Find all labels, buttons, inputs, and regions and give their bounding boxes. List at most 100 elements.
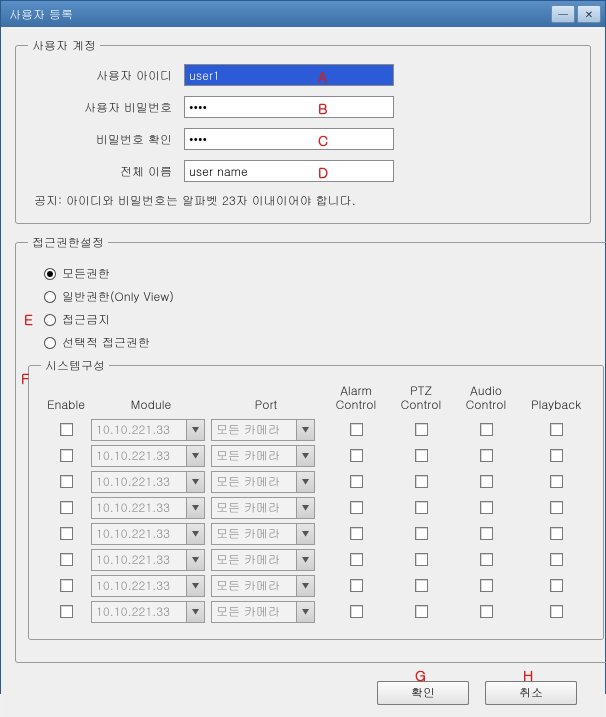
radio-option[interactable]: 접근금지 [44, 311, 604, 328]
module-combo[interactable]: 10.10.221.33▼ [91, 419, 205, 441]
chevron-down-icon: ▼ [296, 524, 314, 544]
module-combo[interactable]: 10.10.221.33▼ [91, 445, 205, 467]
module-value: 10.10.221.33 [92, 499, 186, 516]
audio-checkbox[interactable] [480, 475, 493, 488]
playback-checkbox[interactable] [550, 527, 563, 540]
system-row: 10.10.221.33▼ 모든 카메라▼ [41, 549, 591, 571]
enable-checkbox[interactable] [60, 553, 73, 566]
audio-checkbox[interactable] [480, 605, 493, 618]
port-value: 모든 카메라 [212, 603, 296, 620]
radio-option[interactable]: 일반권한(Only View) [44, 288, 604, 305]
field-label: 사용자 비밀번호 [28, 99, 184, 116]
text-input[interactable]: •••• [184, 96, 394, 118]
module-combo[interactable]: 10.10.221.33▼ [91, 575, 205, 597]
port-combo[interactable]: 모든 카메라▼ [211, 601, 315, 623]
header-alarm: Alarm Control [321, 384, 391, 413]
ptz-checkbox[interactable] [415, 553, 428, 566]
alarm-checkbox[interactable] [350, 605, 363, 618]
alarm-checkbox[interactable] [350, 475, 363, 488]
port-combo[interactable]: 모든 카메라▼ [211, 549, 315, 571]
ok-button[interactable]: 확인 [377, 681, 469, 705]
playback-checkbox[interactable] [550, 501, 563, 514]
enable-checkbox[interactable] [60, 579, 73, 592]
chevron-down-icon: ▼ [186, 420, 204, 440]
alarm-checkbox[interactable] [350, 501, 363, 514]
module-value: 10.10.221.33 [92, 473, 186, 490]
enable-checkbox[interactable] [60, 475, 73, 488]
radio-option[interactable]: 선택적 접근권한 [44, 334, 604, 351]
close-button[interactable]: ✕ [577, 5, 601, 23]
port-combo[interactable]: 모든 카메라▼ [211, 419, 315, 441]
port-combo[interactable]: 모든 카메라▼ [211, 523, 315, 545]
enable-checkbox[interactable] [60, 423, 73, 436]
client-area: 사용자 계정 사용자 아이디user1A사용자 비밀번호••••B비밀번호 확인… [1, 27, 605, 717]
chevron-down-icon: ▼ [186, 602, 204, 622]
module-combo[interactable]: 10.10.221.33▼ [91, 523, 205, 545]
radio-label: 일반권한(Only View) [62, 288, 174, 305]
text-input[interactable]: user name [184, 160, 394, 182]
account-fieldset: 사용자 계정 사용자 아이디user1A사용자 비밀번호••••B비밀번호 확인… [15, 37, 591, 224]
ptz-checkbox[interactable] [415, 527, 428, 540]
ptz-checkbox[interactable] [415, 605, 428, 618]
port-combo[interactable]: 모든 카메라▼ [211, 497, 315, 519]
module-combo[interactable]: 10.10.221.33▼ [91, 549, 205, 571]
port-combo[interactable]: 모든 카메라▼ [211, 445, 315, 467]
chevron-down-icon: ▼ [296, 602, 314, 622]
minimize-button[interactable]: — [551, 5, 575, 23]
system-fieldset: 시스템구성 F Enable Module Port Alarm Control… [28, 357, 604, 640]
module-value: 10.10.221.33 [92, 447, 186, 464]
header-port: Port [211, 398, 321, 412]
enable-checkbox[interactable] [60, 501, 73, 514]
cancel-button[interactable]: 취소 [485, 681, 577, 705]
module-combo[interactable]: 10.10.221.33▼ [91, 601, 205, 623]
chevron-down-icon: ▼ [186, 524, 204, 544]
playback-checkbox[interactable] [550, 553, 563, 566]
module-combo[interactable]: 10.10.221.33▼ [91, 471, 205, 493]
chevron-down-icon: ▼ [296, 498, 314, 518]
account-row: 사용자 비밀번호••••B [28, 96, 578, 118]
module-combo[interactable]: 10.10.221.33▼ [91, 497, 205, 519]
chevron-down-icon: ▼ [296, 472, 314, 492]
playback-checkbox[interactable] [550, 605, 563, 618]
playback-checkbox[interactable] [550, 475, 563, 488]
chevron-down-icon: ▼ [296, 446, 314, 466]
access-fieldset: 접근권한설정 E 모든권한일반권한(Only View)접근금지선택적 접근권한… [15, 234, 606, 663]
ptz-checkbox[interactable] [415, 579, 428, 592]
audio-checkbox[interactable] [480, 501, 493, 514]
audio-checkbox[interactable] [480, 449, 493, 462]
audio-checkbox[interactable] [480, 423, 493, 436]
text-input[interactable]: user1 [184, 64, 394, 86]
enable-checkbox[interactable] [60, 449, 73, 462]
ptz-checkbox[interactable] [415, 475, 428, 488]
playback-checkbox[interactable] [550, 579, 563, 592]
port-value: 모든 카메라 [212, 499, 296, 516]
ptz-checkbox[interactable] [415, 501, 428, 514]
playback-checkbox[interactable] [550, 423, 563, 436]
radio-icon [44, 291, 56, 303]
header-audio: Audio Control [451, 384, 521, 413]
enable-checkbox[interactable] [60, 527, 73, 540]
system-row: 10.10.221.33▼모든 카메라▼ [41, 471, 591, 493]
radio-icon [44, 337, 56, 349]
chevron-down-icon: ▼ [296, 550, 314, 570]
alarm-checkbox[interactable] [350, 553, 363, 566]
alarm-checkbox[interactable] [350, 449, 363, 462]
playback-checkbox[interactable] [550, 449, 563, 462]
alarm-checkbox[interactable] [350, 579, 363, 592]
port-combo[interactable]: 모든 카메라▼ [211, 575, 315, 597]
ptz-checkbox[interactable] [415, 449, 428, 462]
audio-checkbox[interactable] [480, 579, 493, 592]
chevron-down-icon: ▼ [186, 576, 204, 596]
ptz-checkbox[interactable] [415, 423, 428, 436]
port-combo[interactable]: 모든 카메라▼ [211, 471, 315, 493]
enable-checkbox[interactable] [60, 605, 73, 618]
audio-checkbox[interactable] [480, 553, 493, 566]
system-row: 10.10.221.33▼ 모든 카메라▼ [41, 419, 591, 441]
audio-checkbox[interactable] [480, 527, 493, 540]
module-value: 10.10.221.33 [92, 421, 186, 438]
alarm-checkbox[interactable] [350, 423, 363, 436]
radio-option[interactable]: 모든권한 [44, 265, 604, 282]
text-input[interactable]: •••• [184, 128, 394, 150]
radio-icon [44, 314, 56, 326]
alarm-checkbox[interactable] [350, 527, 363, 540]
